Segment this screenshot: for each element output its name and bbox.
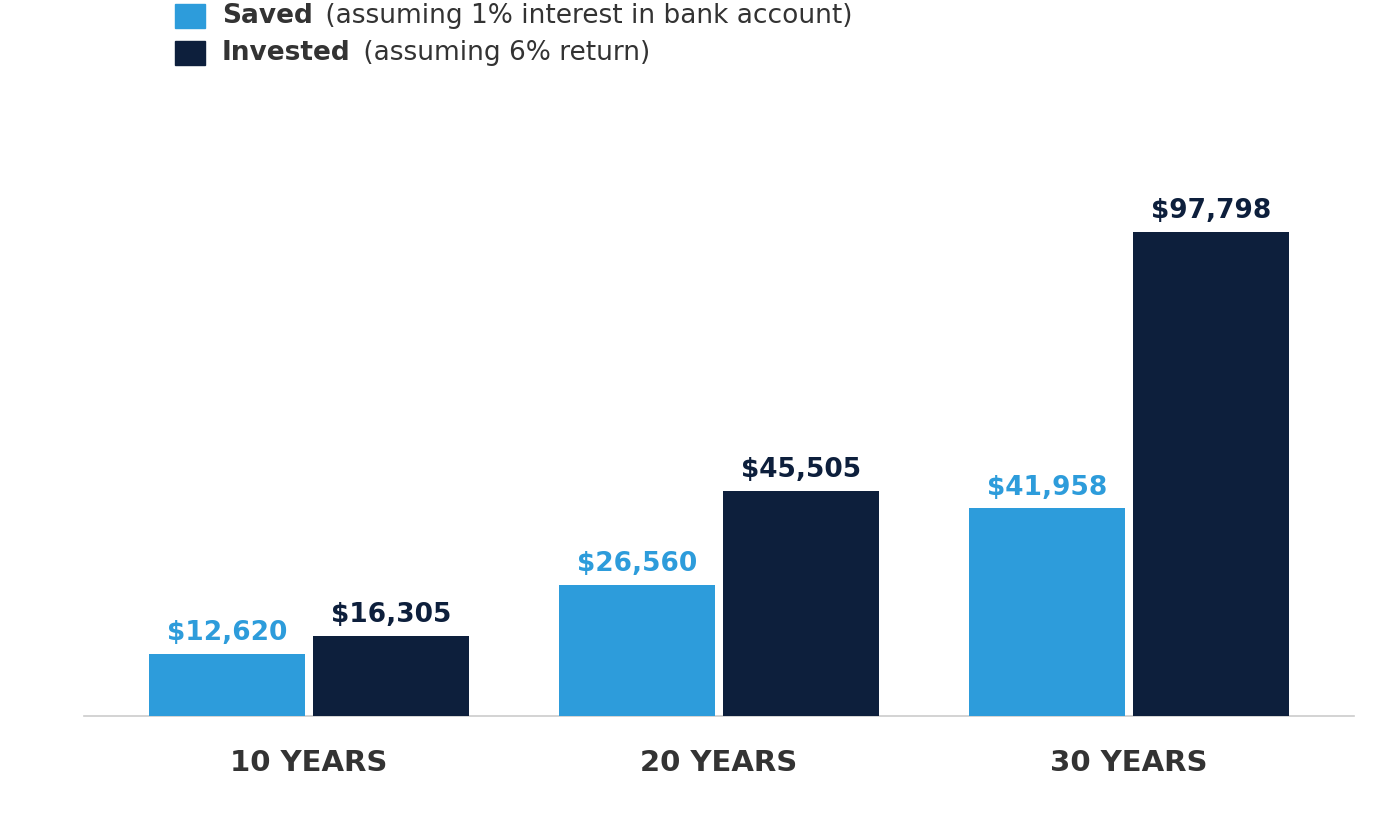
Bar — [149, 654, 306, 716]
Text: Saved: Saved — [222, 3, 313, 29]
Text: $45,505: $45,505 — [741, 457, 861, 484]
Bar — [969, 509, 1125, 716]
Text: $97,798: $97,798 — [1150, 199, 1270, 225]
Bar — [723, 491, 878, 716]
Bar — [1132, 232, 1289, 716]
Text: $41,958: $41,958 — [987, 475, 1107, 501]
Text: $16,305: $16,305 — [331, 602, 451, 628]
Text: $12,620: $12,620 — [168, 620, 288, 646]
Bar — [313, 636, 469, 716]
Text: (assuming 6% return): (assuming 6% return) — [355, 40, 651, 66]
Text: $26,560: $26,560 — [577, 551, 697, 577]
Bar — [560, 584, 715, 716]
Text: (assuming 1% interest in bank account): (assuming 1% interest in bank account) — [317, 3, 853, 29]
Text: Invested: Invested — [222, 40, 350, 66]
